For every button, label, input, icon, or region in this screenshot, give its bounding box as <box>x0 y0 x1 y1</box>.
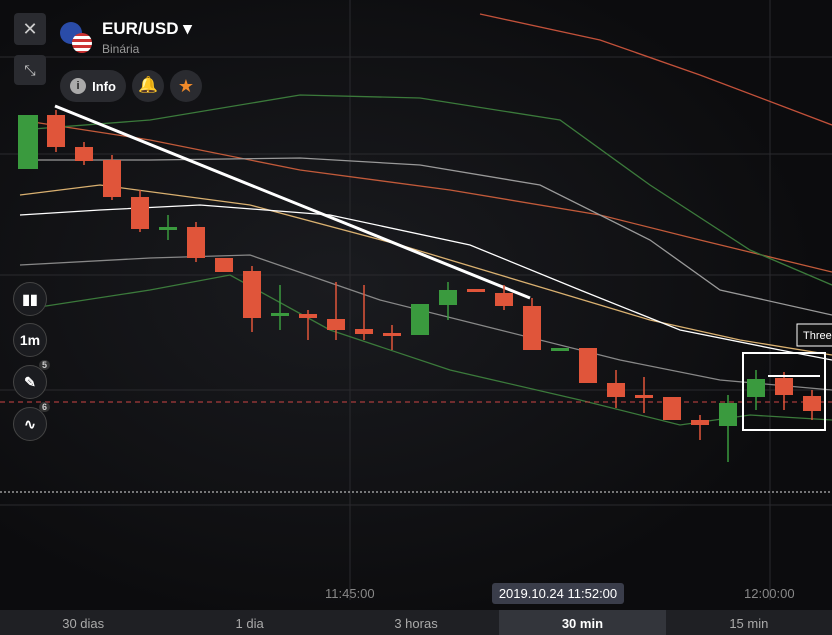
period-tab[interactable]: 3 horas <box>394 616 438 631</box>
info-label: Info <box>92 78 116 94</box>
trend-line <box>54 104 531 300</box>
chart-type-button[interactable]: ▮▮ <box>13 282 47 316</box>
asset-type: Binária <box>102 42 140 56</box>
candles <box>47 110 821 462</box>
period-tabs: 30 dias 1 dia 3 horas 30 min 15 min <box>0 610 832 635</box>
pattern-tag <box>796 323 832 347</box>
time-label: 11:45:00 <box>325 586 375 601</box>
indicator-button[interactable]: ∿ 6 <box>13 402 50 441</box>
drawing-count: 5 <box>38 360 50 370</box>
time-label: 12:00:00 <box>744 586 795 601</box>
cursor-time: 2019.10.24 11:52:00 <box>498 586 618 601</box>
period-tab[interactable]: 30 min <box>499 610 666 635</box>
chart-canvas: Three <box>0 0 832 604</box>
timeframe-label: 1m <box>19 332 41 348</box>
flag-us <box>72 33 92 53</box>
drawing-button[interactable]: ✎ 5 <box>13 360 50 399</box>
grid <box>0 0 832 600</box>
info-button[interactable]: i Info <box>60 70 126 102</box>
timeframe-button[interactable]: 1m <box>13 323 47 357</box>
asset-name: EUR/USD <box>102 19 179 38</box>
close-button[interactable]: ✕ <box>14 13 46 45</box>
period-tab[interactable]: 1 dia <box>235 616 264 631</box>
candle <box>18 115 38 169</box>
cursor-time-box <box>492 583 624 604</box>
alert-button[interactable]: 🔔 <box>132 70 164 102</box>
indicator-count: 6 <box>38 402 50 412</box>
indicator-lines <box>19 13 832 426</box>
pattern-label: Three <box>803 330 832 342</box>
favorite-button[interactable]: ★ <box>170 70 202 102</box>
asset-selector[interactable]: EUR/USD ▾ <box>102 19 192 38</box>
period-tab[interactable]: 15 min <box>729 616 769 631</box>
pattern-box <box>742 352 826 431</box>
period-tab[interactable]: 30 dias <box>62 616 105 631</box>
minimize-button[interactable]: ⤡ <box>14 55 46 85</box>
